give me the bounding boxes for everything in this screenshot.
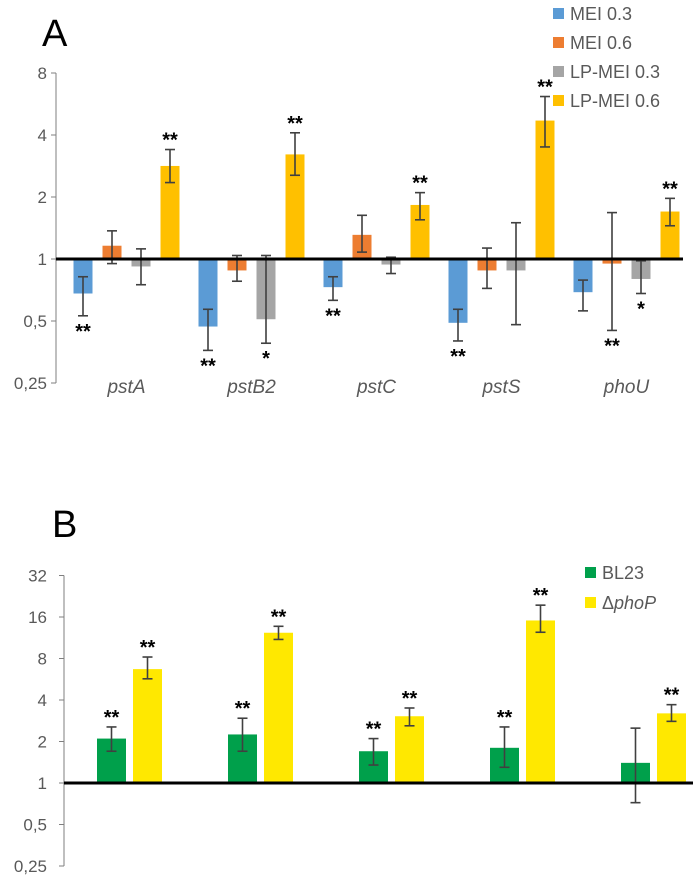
significance-label-a: **: [162, 130, 178, 152]
significance-label-b: **: [664, 685, 680, 707]
bar-a-psts-0: [448, 259, 468, 323]
y-tick-label-b: 2: [38, 733, 47, 752]
legend-swatch-a-2: [553, 66, 564, 77]
significance-label-b: **: [366, 719, 382, 741]
significance-label-a: **: [75, 321, 91, 343]
y-tick-label-a: 0,25: [14, 374, 47, 393]
bar-b-psta-1: [133, 669, 162, 783]
significance-label-b: **: [533, 585, 549, 607]
bar-b-psts-1: [526, 620, 555, 783]
y-tick-label-b: 1: [38, 774, 47, 793]
y-tick-label-b: 16: [28, 608, 47, 627]
bar-a-phou-0: [573, 259, 593, 293]
panel-b-letter: B: [52, 504, 77, 546]
bar-b-pstb2-1: [264, 632, 293, 783]
significance-label-a: **: [662, 178, 678, 200]
significance-label-b: **: [271, 606, 287, 628]
significance-label-a: **: [287, 113, 303, 135]
significance-label-a: **: [325, 305, 341, 327]
significance-label-a: *: [637, 298, 645, 320]
bar-b-pstc-1: [395, 716, 424, 783]
legend-label-prefix: Δ: [602, 593, 614, 613]
bar-a-psts-3: [535, 120, 555, 259]
y-tick-label-b: 0,5: [23, 816, 47, 835]
panel-a-letter: A: [42, 13, 68, 55]
legend-label-a-2: LP-MEI 0.3: [570, 62, 660, 82]
legend-label-a-1: MEI 0.6: [570, 33, 632, 53]
bar-a-psta-3: [160, 165, 180, 259]
significance-label-a: **: [200, 355, 216, 377]
category-label-phou: phoU: [603, 377, 650, 398]
y-tick-label-a: 1: [38, 250, 47, 269]
significance-label-b: **: [104, 707, 120, 729]
bar-a-pstb2-3: [285, 154, 305, 259]
bar-b-phou-1: [657, 713, 686, 783]
y-tick-label-b: 0,25: [14, 857, 47, 876]
legend-label-a-3: LP-MEI 0.6: [570, 91, 660, 111]
bar-a-pstc-3: [410, 204, 430, 259]
legend-swatch-a-3: [553, 95, 564, 106]
y-tick-label-b: 8: [38, 650, 47, 669]
significance-label-a: **: [537, 77, 553, 99]
legend-swatch-a-1: [553, 37, 564, 48]
y-tick-label-b: 4: [38, 691, 47, 710]
y-tick-label-a: 8: [38, 64, 47, 83]
category-label-pstb2: pstB2: [226, 377, 276, 398]
significance-label-b: **: [402, 688, 418, 710]
category-label-psta: pstA: [106, 377, 145, 398]
significance-label-b: **: [235, 698, 251, 720]
significance-label-a: **: [450, 346, 466, 368]
significance-label-b: **: [140, 637, 156, 659]
bar-a-pstc-0: [323, 259, 343, 288]
legend-label-b-1: ΔphoP: [602, 593, 656, 613]
legend-label-b-0: BL23: [602, 563, 644, 583]
y-tick-label-b: 32: [28, 567, 47, 586]
significance-label-b: **: [497, 707, 513, 729]
panel-b-chart: 32 16 8 4 2 1 0,5 0,25 ** ** ** ** ** ** ** ** ** BL23 Δph…: [14, 563, 693, 876]
y-tick-label-a: 0,5: [23, 312, 47, 331]
category-label-psts: pstS: [481, 377, 520, 398]
y-tick-label-a: 2: [38, 188, 47, 207]
y-tick-label-a: 4: [38, 126, 47, 145]
legend-label-a-0: MEI 0.3: [570, 4, 632, 24]
legend-label-italic: phoP: [613, 593, 656, 613]
legend-swatch-a-0: [553, 8, 564, 19]
category-label-pstc: pstC: [356, 377, 396, 398]
significance-label-a: **: [412, 173, 428, 195]
significance-label-a: *: [262, 348, 270, 370]
legend-swatch-b-0: [585, 567, 596, 578]
legend-swatch-b-1: [585, 597, 596, 608]
bar-a-phou-3: [660, 211, 680, 259]
significance-label-a: **: [604, 335, 620, 357]
